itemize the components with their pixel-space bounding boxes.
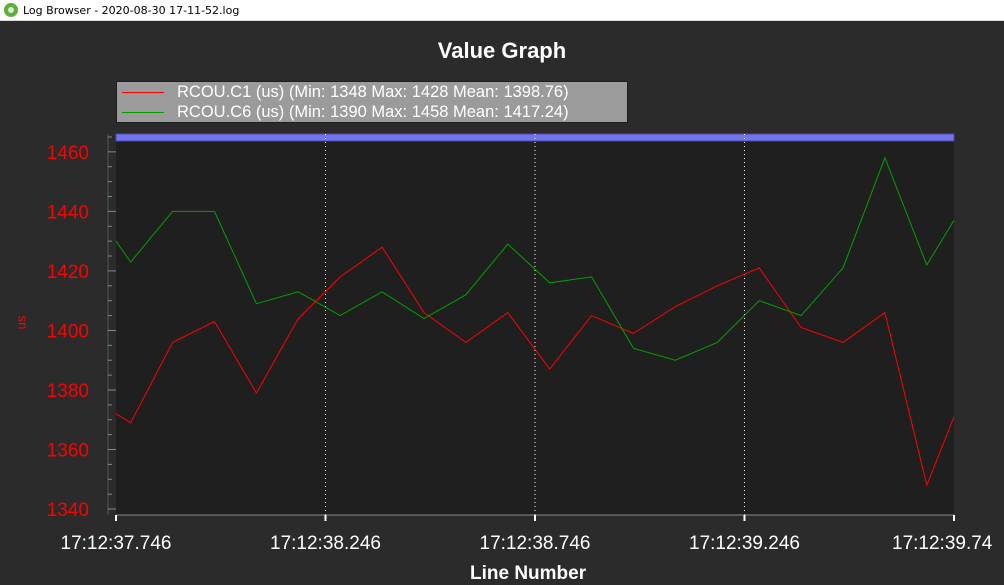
series-line-2 [115,156,955,361]
chart-title: Value Graph [437,38,567,63]
window-titlebar: Log Browser - 2020-08-30 17-11-52.log [0,0,1004,21]
y-tick-label: 1420 [47,262,89,283]
legend-label-series2: RCOU.C6 (us) (Min: 1390 Max: 1458 Mean: … [177,102,569,121]
plot-scroll-band [115,133,955,142]
y-tick-label: 1380 [47,381,89,402]
y-tick-label: 1440 [47,202,89,223]
legend-label-series1: RCOU.C1 (us) (Min: 1348 Max: 1428 Mean: … [177,82,569,101]
log-browser-app-icon [4,3,18,17]
legend-item-series1: RCOU.C1 (us) (Min: 1348 Max: 1428 Mean: … [117,82,627,102]
series-line-1 [115,246,955,487]
y-tick-label: 1400 [47,321,89,342]
x-tick-label: 17:12:39.74 [892,533,993,554]
legend-swatch-series1 [122,91,164,93]
legend-item-series2: RCOU.C6 (us) (Min: 1390 Max: 1458 Mean: … [117,102,627,122]
plot-area [116,134,954,515]
x-axis-label: Line Number [470,563,587,584]
chart-legend: RCOU.C1 (us) (Min: 1348 Max: 1428 Mean: … [116,81,628,123]
x-tick-label: 17:12:39.246 [689,533,800,554]
legend-swatch-series2 [122,111,164,113]
y-tick-label: 1460 [47,143,89,164]
window-title: Log Browser - 2020-08-30 17-11-52.log [23,3,240,17]
x-tick-label: 17:12:38.746 [480,533,591,554]
y-axis-label: us [13,315,29,330]
y-tick-label: 1340 [47,500,89,521]
x-tick-label: 17:12:38.246 [270,533,381,554]
y-tick-label: 1360 [47,441,89,462]
x-tick-label: 17:12:37.746 [61,533,172,554]
